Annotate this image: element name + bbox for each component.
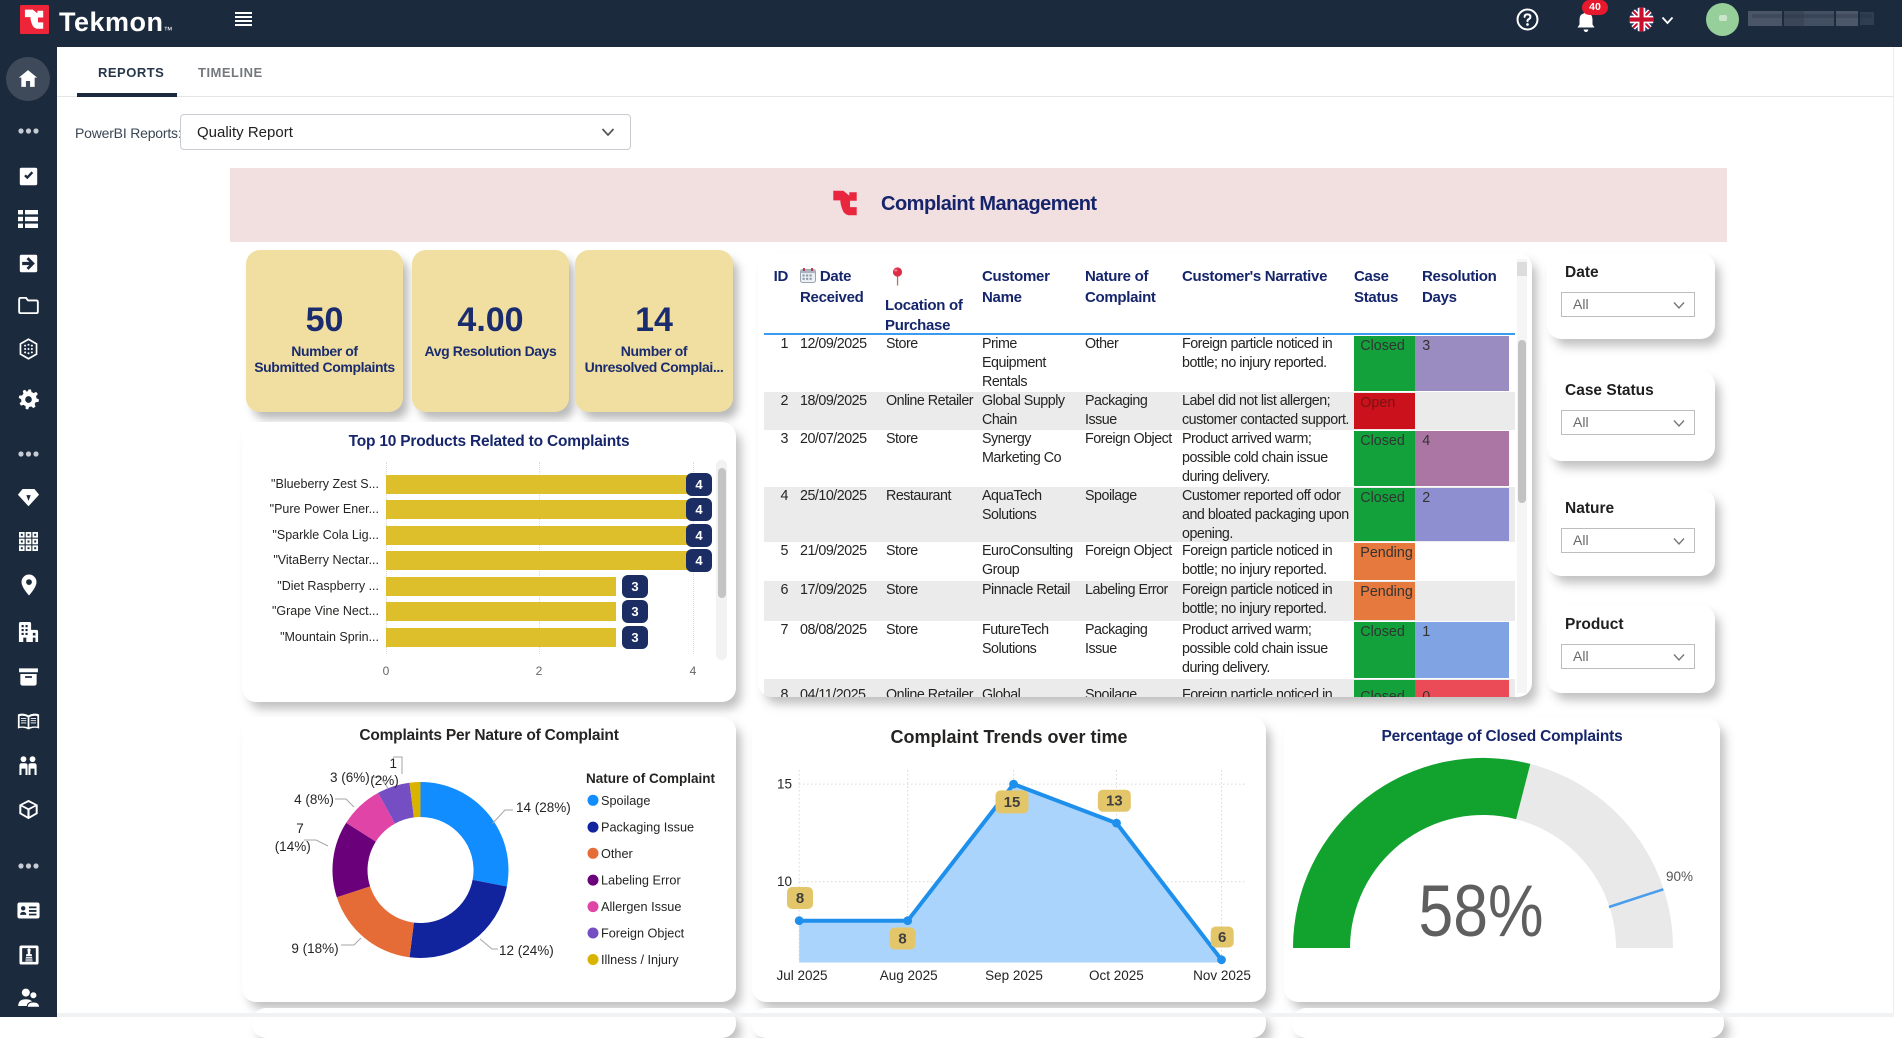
svg-text:8: 8: [796, 890, 804, 907]
svg-text:15: 15: [777, 777, 792, 792]
svg-text:Sep 2025: Sep 2025: [985, 968, 1043, 983]
svg-text:Packaging Issue: Packaging Issue: [601, 821, 694, 835]
svg-text:8: 8: [898, 931, 906, 948]
svg-text:14 (28%): 14 (28%): [516, 800, 571, 815]
svg-text:Other: Other: [601, 847, 634, 861]
svg-text:Oct 2025: Oct 2025: [1089, 968, 1144, 983]
svg-text:90%: 90%: [1666, 869, 1693, 884]
svg-text:Jul 2025: Jul 2025: [776, 968, 827, 983]
svg-text:4 (8%): 4 (8%): [294, 792, 334, 807]
svg-text:3 (6%): 3 (6%): [330, 770, 370, 785]
svg-text:Labeling Error: Labeling Error: [601, 874, 681, 888]
svg-text:58%: 58%: [1419, 871, 1544, 952]
svg-text:Illness / Injury: Illness / Injury: [601, 953, 679, 967]
svg-text:(2%): (2%): [370, 773, 399, 788]
svg-text:Foreign Object: Foreign Object: [601, 927, 685, 941]
svg-text:(14%): (14%): [275, 839, 311, 854]
svg-text:Nature of Complaint: Nature of Complaint: [586, 771, 716, 786]
svg-text:Allergen Issue: Allergen Issue: [601, 900, 681, 914]
svg-text:Aug 2025: Aug 2025: [880, 968, 938, 983]
svg-text:13: 13: [1106, 793, 1123, 810]
svg-text:7: 7: [296, 821, 304, 836]
svg-text:Spoilage: Spoilage: [601, 794, 650, 808]
svg-text:1: 1: [389, 756, 397, 771]
svg-text:Nov 2025: Nov 2025: [1193, 968, 1251, 983]
svg-text:6: 6: [1218, 929, 1226, 946]
svg-text:15: 15: [1004, 794, 1021, 811]
svg-text:10: 10: [777, 874, 792, 889]
svg-text:9 (18%): 9 (18%): [291, 941, 338, 956]
svg-text:12 (24%): 12 (24%): [499, 943, 554, 958]
